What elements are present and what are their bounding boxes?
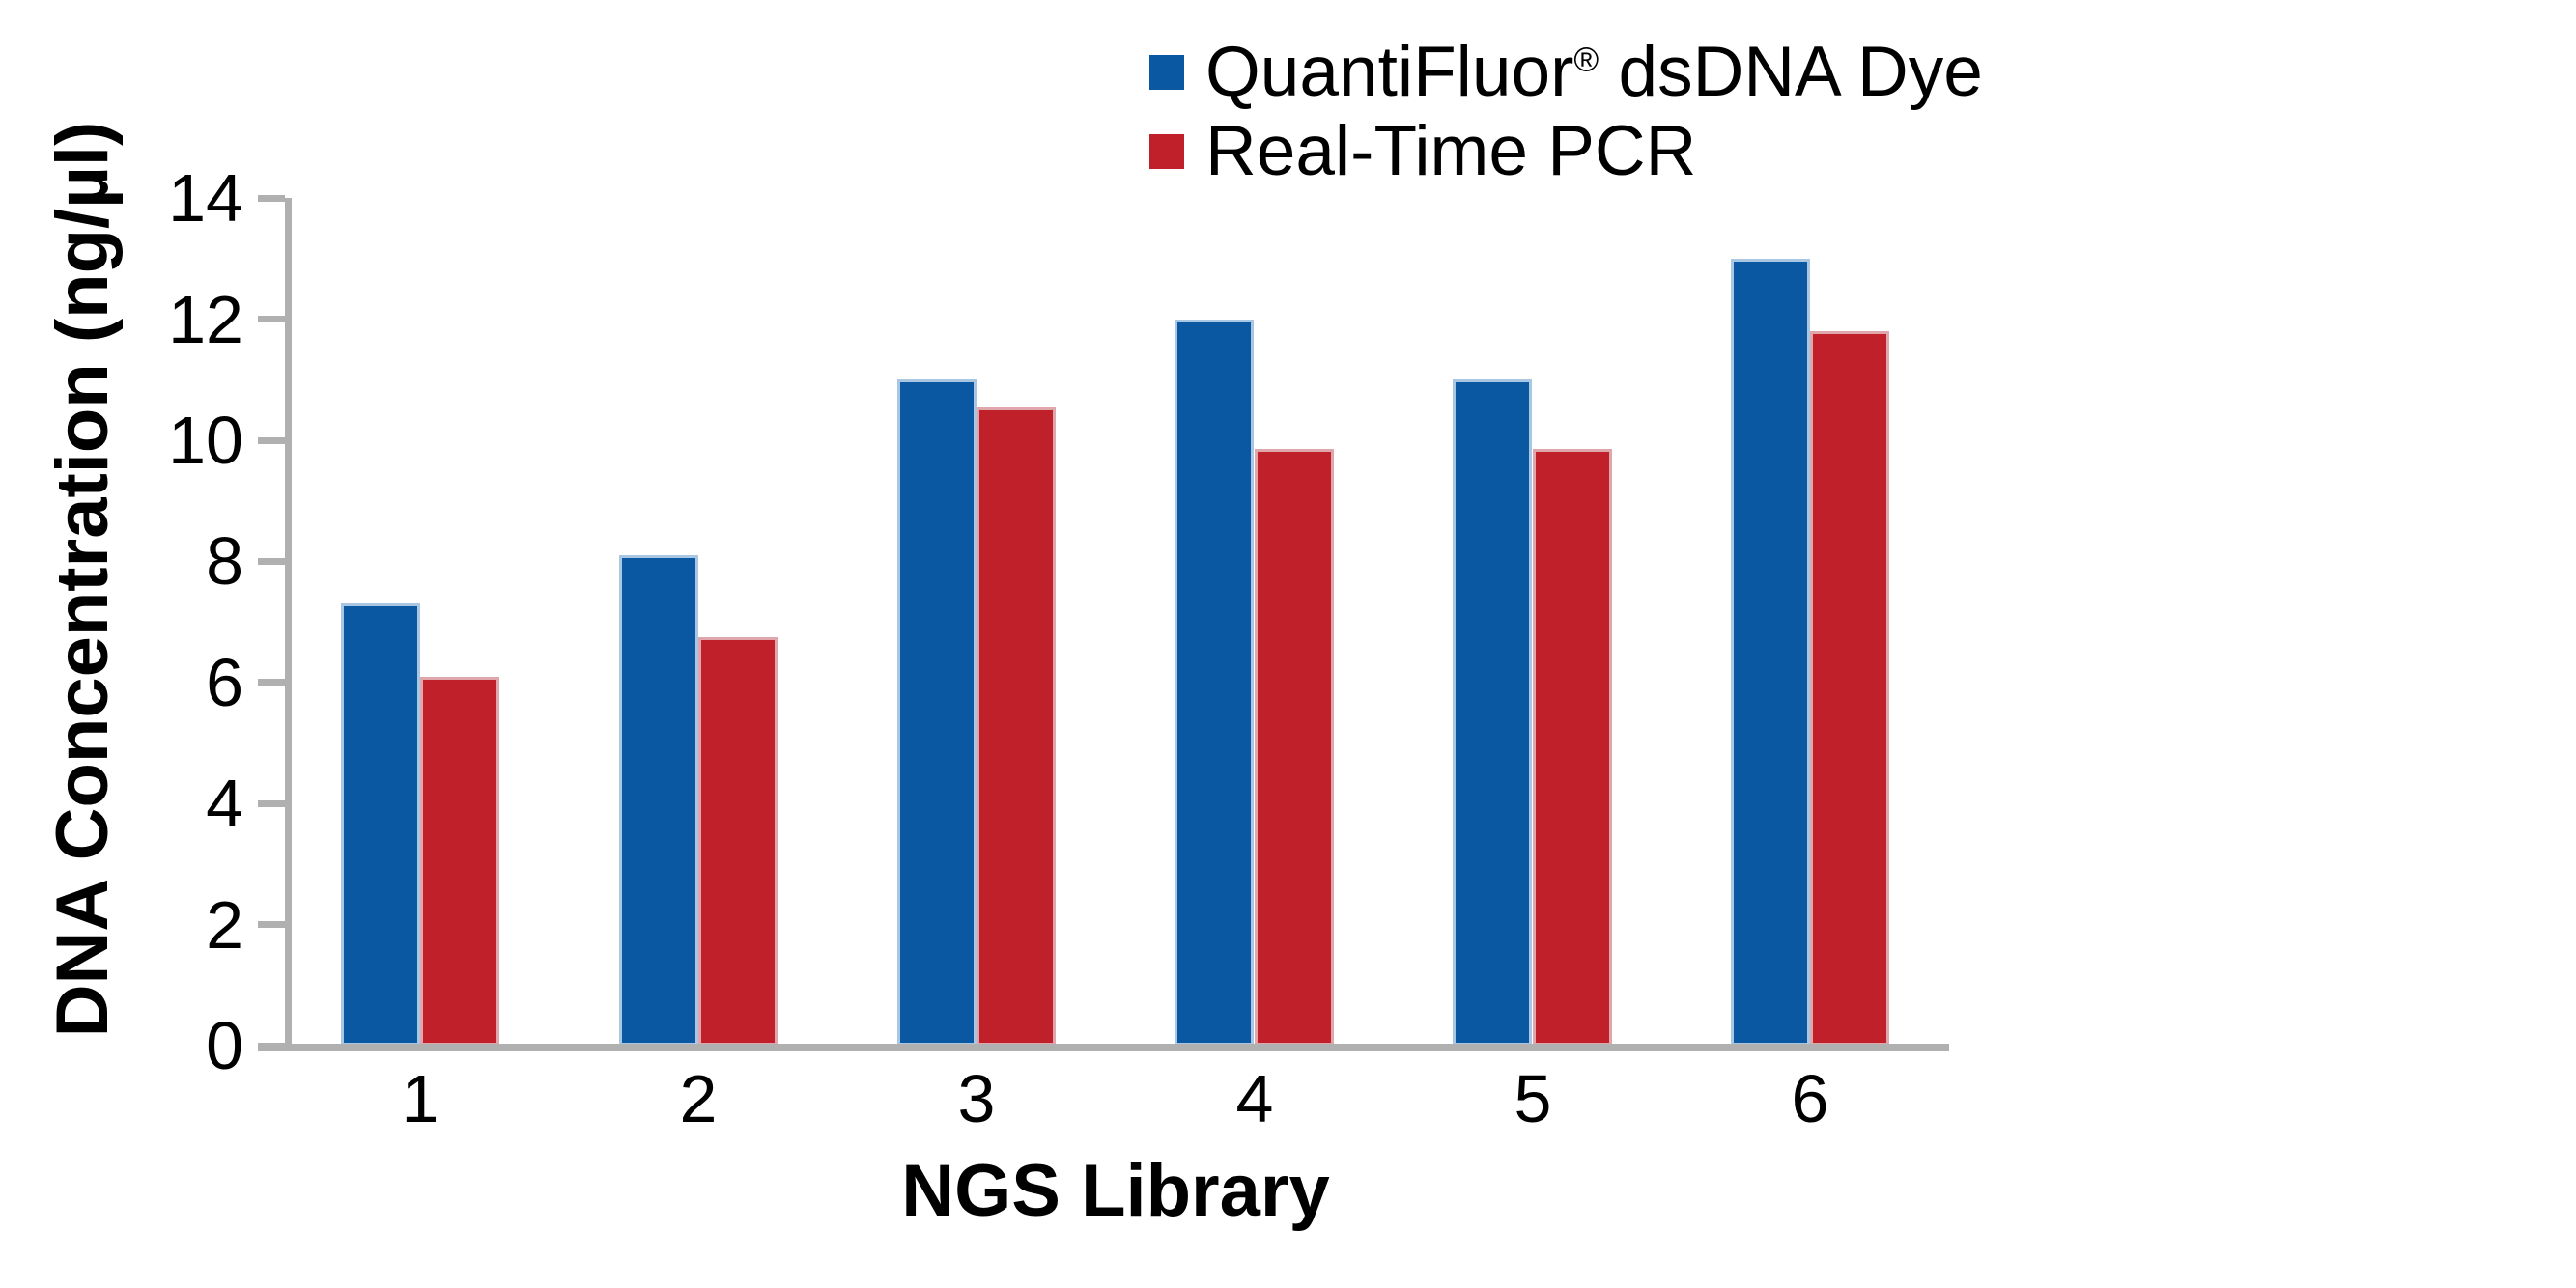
legend-swatch-icon bbox=[1149, 134, 1184, 169]
x-tick-label-5: 5 bbox=[1514, 1061, 1552, 1136]
legend-item-2: Real-Time PCR bbox=[1149, 112, 1983, 191]
x-tick-label-6: 6 bbox=[1791, 1061, 1829, 1136]
legend-label: QuantiFluor® dsDNA Dye bbox=[1205, 33, 1983, 111]
legend: QuantiFluor® dsDNA Dye Real-Time PCR bbox=[1149, 33, 1983, 191]
y-tick-label-0: 0 bbox=[206, 1008, 243, 1083]
y-tick-mark-8 bbox=[258, 558, 285, 565]
y-tick-mark-4 bbox=[258, 800, 285, 807]
y-tick-label-14: 14 bbox=[168, 160, 243, 236]
x-axis-line bbox=[258, 1044, 1949, 1051]
x-tick-label-4: 4 bbox=[1235, 1061, 1274, 1136]
bar-series1-library1 bbox=[341, 603, 420, 1046]
legend-item-1: QuantiFluor® dsDNA Dye bbox=[1149, 33, 1983, 112]
y-tick-label-4: 4 bbox=[206, 766, 243, 841]
y-tick-label-2: 2 bbox=[206, 887, 243, 963]
bar-series2-library6 bbox=[1810, 331, 1889, 1046]
y-tick-label-8: 8 bbox=[206, 523, 243, 599]
x-tick-label-1: 1 bbox=[401, 1061, 439, 1136]
y-tick-label-10: 10 bbox=[168, 403, 243, 478]
legend-label: Real-Time PCR bbox=[1205, 112, 1697, 190]
bar-series1-library4 bbox=[1175, 320, 1254, 1046]
bar-series1-library2 bbox=[619, 555, 698, 1046]
y-axis-line bbox=[285, 198, 292, 1048]
y-tick-mark-12 bbox=[258, 316, 285, 322]
y-tick-mark-10 bbox=[258, 437, 285, 444]
y-tick-mark-2 bbox=[258, 921, 285, 928]
registered-trademark-symbol: ® bbox=[1573, 41, 1599, 79]
legend-swatch-icon bbox=[1149, 55, 1184, 90]
bar-series2-library4 bbox=[1255, 449, 1334, 1046]
bar-series2-library1 bbox=[420, 677, 499, 1046]
bar-series2-library2 bbox=[698, 637, 778, 1046]
x-tick-label-2: 2 bbox=[679, 1061, 718, 1136]
y-tick-label-12: 12 bbox=[168, 282, 243, 357]
bar-series1-library6 bbox=[1731, 259, 1810, 1046]
y-tick-label-6: 6 bbox=[206, 645, 243, 720]
bar-series1-library3 bbox=[897, 379, 977, 1046]
bar-series2-library3 bbox=[977, 407, 1056, 1046]
y-tick-mark-14 bbox=[258, 195, 285, 202]
bar-series2-library5 bbox=[1533, 449, 1612, 1046]
y-tick-mark-6 bbox=[258, 679, 285, 686]
bar-series1-library5 bbox=[1453, 379, 1532, 1046]
x-tick-label-3: 3 bbox=[957, 1061, 996, 1136]
x-axis-title: NGS Library bbox=[901, 1150, 1330, 1232]
